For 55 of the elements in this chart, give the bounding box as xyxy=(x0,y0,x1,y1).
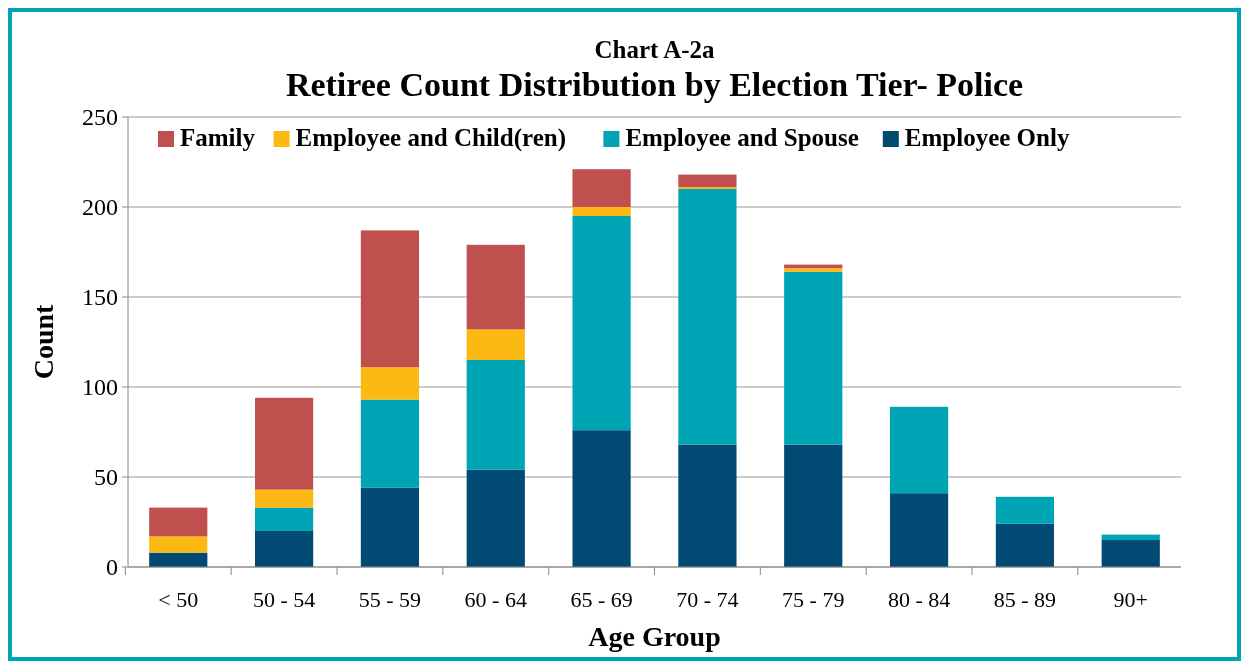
bar xyxy=(466,469,525,567)
x-tick-label: 80 - 84 xyxy=(887,587,951,612)
y-tick-label: 100 xyxy=(82,374,118,401)
x-tick-label: 55 - 59 xyxy=(358,587,422,612)
y-tick-label: 50 xyxy=(94,464,118,491)
y-tick-label: 0 xyxy=(106,554,118,581)
x-tick-label: 50 - 54 xyxy=(252,587,316,612)
chart-subtitle: Retiree Count Distribution by Election Tier- Police xyxy=(285,66,1024,103)
bar xyxy=(572,216,631,431)
x-tick-label: 70 - 74 xyxy=(676,587,739,612)
bar xyxy=(360,487,420,567)
x-tick-label: 90+ xyxy=(1113,587,1148,612)
bar xyxy=(255,397,314,490)
bar xyxy=(678,174,737,188)
bar xyxy=(360,367,420,400)
bar xyxy=(1101,540,1160,567)
y-axis-title: Count xyxy=(28,303,59,380)
x-tick-label: 60 - 64 xyxy=(464,587,527,612)
bar xyxy=(466,360,525,470)
bar xyxy=(149,552,208,567)
bar xyxy=(889,406,949,494)
bar xyxy=(255,531,314,567)
bar xyxy=(572,207,631,216)
bar xyxy=(149,536,208,553)
x-tick-label: 65 - 69 xyxy=(570,587,633,612)
legend-label: Family xyxy=(180,124,256,151)
bar xyxy=(889,493,949,567)
bar xyxy=(572,169,631,207)
bar xyxy=(784,271,843,445)
bar xyxy=(466,329,525,360)
bar xyxy=(1101,534,1160,540)
legend-label: Employee and Spouse xyxy=(625,124,859,151)
chart-title: Chart A-2a xyxy=(594,36,716,63)
bar xyxy=(255,507,314,531)
x-axis-title: Age Group xyxy=(588,621,721,652)
bar xyxy=(995,496,1054,524)
bar xyxy=(255,489,314,508)
x-tick-label: < 50 xyxy=(158,587,199,612)
x-tick-label: 75 - 79 xyxy=(782,587,845,612)
bar xyxy=(784,444,843,567)
bar xyxy=(995,523,1054,567)
y-tick-label: 200 xyxy=(82,194,118,221)
bar xyxy=(360,399,420,488)
bar xyxy=(572,430,631,567)
legend-label: Employee Only xyxy=(904,124,1070,151)
y-tick-label: 250 xyxy=(82,104,118,131)
bar xyxy=(678,444,737,567)
bar xyxy=(466,244,525,330)
x-tick-label: 85 - 89 xyxy=(993,587,1057,612)
legend-label: Employee and Child(ren) xyxy=(295,124,567,152)
bar xyxy=(678,189,737,445)
bar xyxy=(784,268,843,272)
bar xyxy=(360,230,420,368)
y-tick-label: 150 xyxy=(82,284,118,311)
bar xyxy=(149,507,208,537)
